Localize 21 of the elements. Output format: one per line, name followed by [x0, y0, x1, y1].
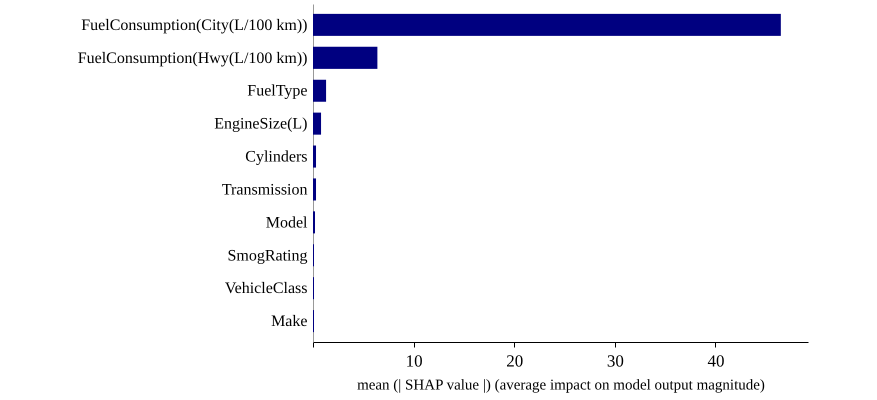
- y-tick-label: Cylinders: [245, 148, 308, 166]
- y-tick-label: Make: [271, 313, 308, 330]
- y-tick-label: FuelConsumption(City(L/100 km)): [81, 16, 308, 34]
- bar: [313, 146, 316, 168]
- y-tick-label: FuelType: [247, 82, 308, 100]
- bar: [313, 112, 322, 135]
- x-tick-label: 20: [506, 352, 524, 370]
- bar: [313, 14, 781, 36]
- x-tick-label: 40: [707, 352, 724, 370]
- y-tick-label: SmogRating: [227, 247, 308, 264]
- x-axis-title: mean (| SHAP value |) (average impact on model output magnitude): [357, 378, 765, 394]
- y-tick-label: FuelConsumption(Hwy(L/100 km)): [78, 50, 308, 67]
- y-tick-label: Transmission: [222, 181, 308, 198]
- x-tick-label: 10: [406, 352, 423, 370]
- bar: [313, 80, 326, 102]
- bar: [313, 178, 316, 200]
- y-tick-label: EngineSize(L): [214, 116, 308, 133]
- y-tick-label: Model: [266, 214, 308, 232]
- bar: [313, 46, 378, 69]
- y-tick-label: VehicleClass: [224, 280, 308, 298]
- x-tick-label: 30: [606, 352, 624, 370]
